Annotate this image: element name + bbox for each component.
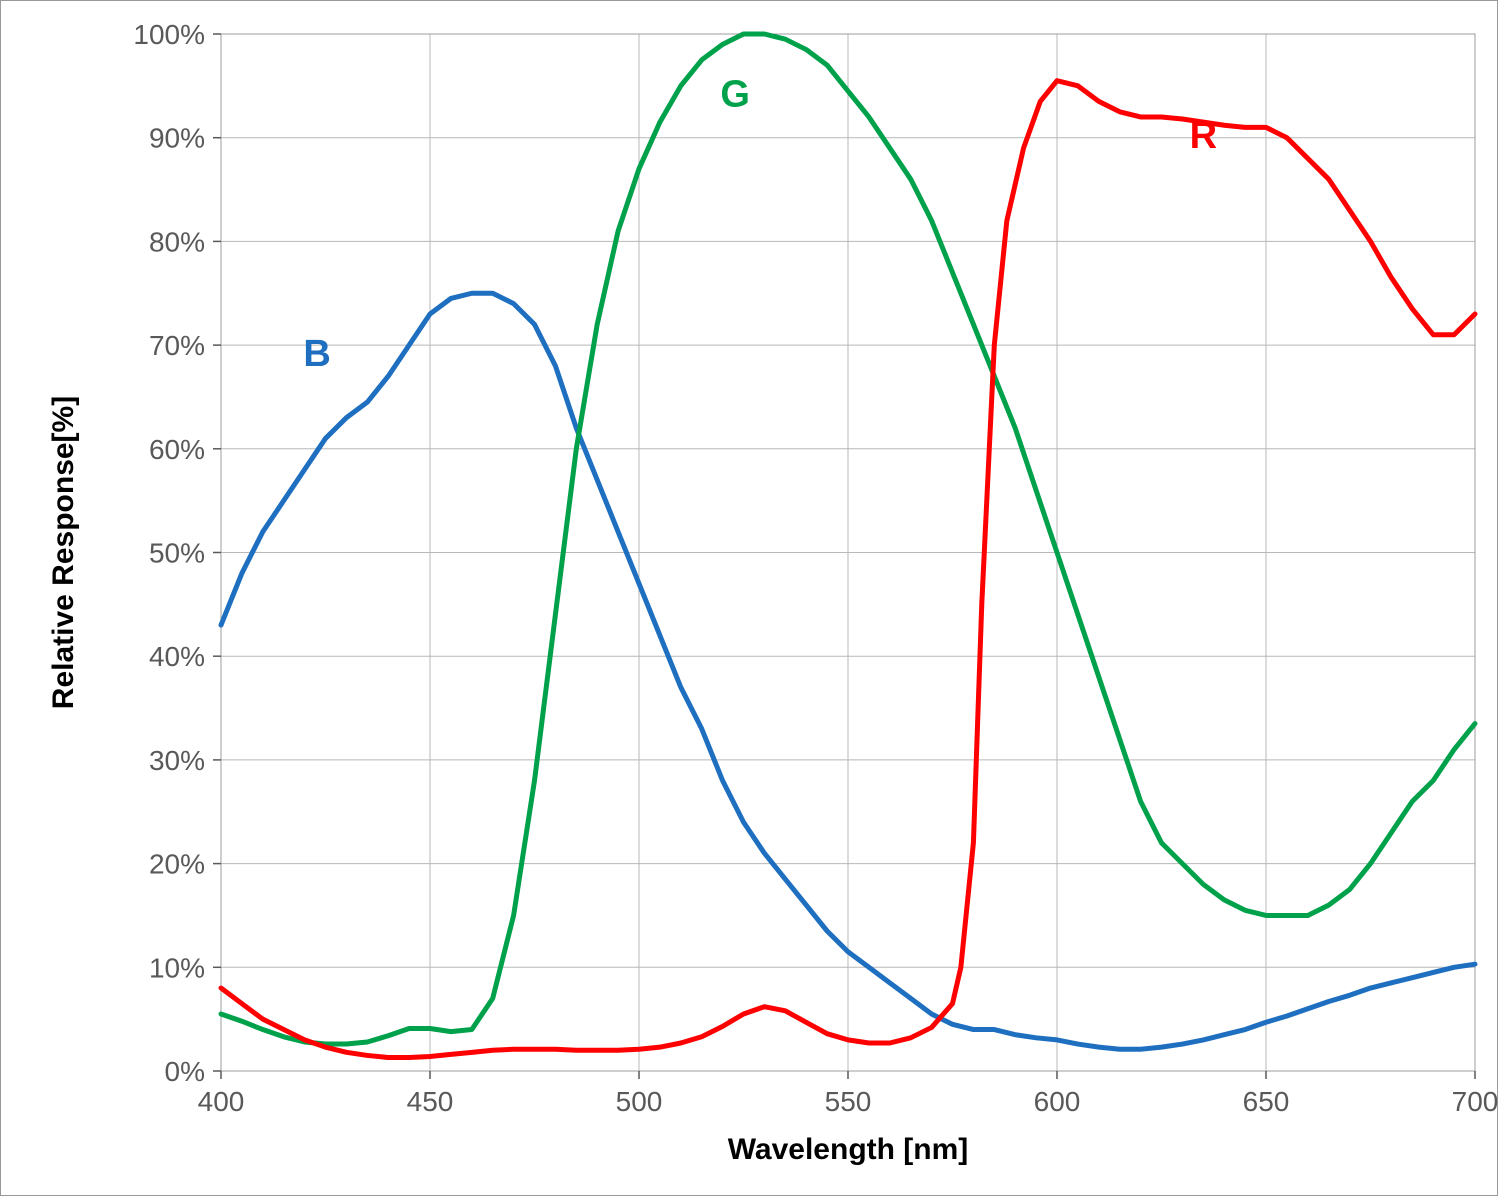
y-tick-label: 30%	[149, 745, 205, 776]
series-label-G: G	[720, 74, 750, 116]
x-tick-label: 650	[1243, 1086, 1290, 1117]
x-axis-label: Wavelength [nm]	[728, 1133, 969, 1166]
x-tick-label: 700	[1452, 1086, 1498, 1117]
y-axis-label: Relative Response[%]	[47, 396, 80, 709]
y-tick-label: 100%	[133, 19, 205, 50]
y-tick-label: 90%	[149, 123, 205, 154]
y-tick-label: 40%	[149, 641, 205, 672]
y-tick-label: 60%	[149, 434, 205, 465]
y-tick-label: 80%	[149, 226, 205, 257]
chart-container: B G R 400 450 500 550 600 650 700 0% 10% 20% 30% 40% 50…	[0, 0, 1498, 1196]
x-tick-label: 550	[825, 1086, 872, 1117]
series-label-R: R	[1190, 115, 1217, 157]
spectral-response-chart: B G R 400 450 500 550 600 650 700 0% 10% 20% 30% 40% 50…	[1, 1, 1498, 1197]
y-tick-label: 0%	[165, 1056, 205, 1087]
x-tick-label: 600	[1034, 1086, 1081, 1117]
x-tick-label: 400	[198, 1086, 245, 1117]
x-tick-label: 500	[616, 1086, 663, 1117]
y-tick-label: 20%	[149, 849, 205, 880]
x-tick-label: 450	[407, 1086, 454, 1117]
y-tick-label: 50%	[149, 538, 205, 569]
series-label-B: B	[303, 333, 330, 375]
y-tick-label: 10%	[149, 952, 205, 983]
y-tick-label: 70%	[149, 330, 205, 361]
